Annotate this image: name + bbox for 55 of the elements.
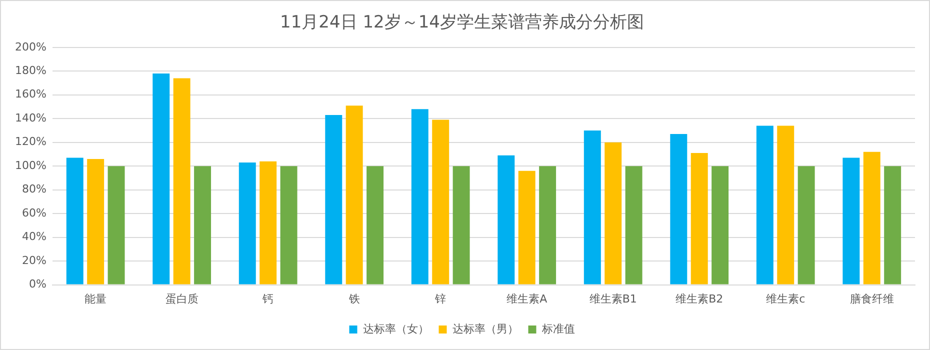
x-tick-label: 钙 [262, 292, 274, 306]
bar [756, 126, 774, 284]
bar [194, 166, 212, 284]
bar [325, 115, 342, 284]
bar [452, 166, 470, 284]
legend-label: 达标率（男） [452, 322, 518, 336]
bar [539, 166, 556, 284]
bar [584, 130, 601, 284]
x-tick-label: 能量 [84, 292, 107, 306]
y-tick-label: 120% [14, 135, 46, 148]
y-tick-label: 200% [14, 40, 46, 54]
bar [777, 126, 794, 284]
y-tick-label: 180% [14, 64, 46, 77]
x-tick-label: 铁 [348, 292, 360, 306]
y-tick-label: 140% [14, 111, 46, 124]
x-tick-label: 维生素B1 [589, 292, 637, 306]
y-tick-label: 20% [22, 254, 46, 267]
bar [625, 166, 642, 284]
bar [432, 120, 450, 284]
bar [152, 74, 170, 284]
x-tick-label: 维生素A [506, 292, 548, 306]
bar [863, 152, 880, 284]
bar [842, 158, 860, 284]
bar [87, 158, 104, 284]
x-tick-label: 锌 [434, 292, 446, 306]
chart-title: 11月24日 12岁～14岁学生菜谱营养成分分析图 [280, 12, 644, 33]
bar [604, 142, 622, 284]
bar [498, 155, 515, 284]
y-tick-label: 60% [22, 206, 46, 220]
y-tick-label: 40% [22, 230, 46, 244]
bar [884, 166, 902, 284]
x-tick-label: 膳食纤维 [850, 292, 894, 306]
bar [712, 166, 729, 284]
y-tick-label: 160% [14, 88, 46, 101]
bar [108, 166, 125, 284]
bar [260, 161, 277, 284]
bar [690, 153, 708, 284]
bar [670, 134, 688, 284]
legend-label: 达标率（女） [362, 322, 429, 336]
y-tick-label: 100% [14, 158, 46, 172]
x-tick-label: 维生素B2 [676, 292, 724, 306]
bar [518, 170, 536, 284]
bar [280, 166, 298, 284]
bar [346, 106, 363, 284]
bar [411, 109, 428, 284]
x-tick-label: 维生素c [766, 292, 806, 306]
x-tick-label: 蛋白质 [165, 292, 198, 306]
bar [366, 166, 384, 284]
y-tick-label: 80% [22, 182, 46, 196]
bar [798, 166, 815, 284]
bar [238, 162, 256, 284]
legend-label: 标准值 [540, 322, 575, 336]
bar [173, 78, 190, 284]
y-tick-label: 0% [28, 278, 46, 291]
bar [66, 158, 84, 284]
